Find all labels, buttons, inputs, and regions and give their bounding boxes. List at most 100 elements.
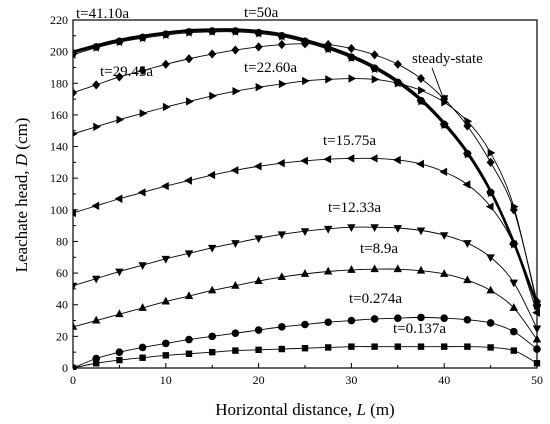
data-point xyxy=(278,323,286,331)
data-point xyxy=(416,227,426,236)
y-tick-label: 100 xyxy=(50,203,68,217)
data-point xyxy=(371,343,378,350)
data-point xyxy=(440,314,449,322)
data-point xyxy=(138,262,147,270)
data-point xyxy=(115,309,124,318)
y-tick-label: 180 xyxy=(50,76,68,90)
data-point xyxy=(93,360,100,367)
data-point xyxy=(348,343,355,350)
data-point xyxy=(393,225,402,233)
data-point xyxy=(347,43,356,54)
data-point xyxy=(255,83,264,92)
data-point xyxy=(509,279,518,288)
y-tick-label: 140 xyxy=(50,140,68,154)
data-point xyxy=(510,327,518,336)
data-point xyxy=(370,264,379,273)
data-point xyxy=(185,54,193,64)
data-point xyxy=(92,275,101,284)
data-point xyxy=(161,296,170,305)
data-point xyxy=(463,240,472,248)
data-point xyxy=(209,91,217,101)
data-point xyxy=(417,343,425,350)
data-point xyxy=(348,74,357,83)
data-point xyxy=(486,157,495,167)
data-point xyxy=(137,188,146,197)
data-point xyxy=(509,303,518,311)
data-point xyxy=(185,335,193,344)
series-t-0-137a xyxy=(73,343,541,370)
y-axis-title: Leachate head, D (cm) xyxy=(12,118,31,273)
data-point xyxy=(486,285,495,294)
data-point xyxy=(254,42,263,52)
data-point xyxy=(277,158,285,168)
data-point xyxy=(300,156,308,165)
data-point xyxy=(416,159,424,169)
data-point xyxy=(254,235,263,244)
data-point xyxy=(184,250,194,259)
data-point xyxy=(301,320,309,329)
y-tick-label: 80 xyxy=(56,234,68,248)
data-point xyxy=(115,268,124,277)
data-point xyxy=(347,265,356,273)
data-point xyxy=(161,255,170,264)
data-point xyxy=(208,332,216,341)
x-tick-label: 20 xyxy=(253,373,265,387)
y-tick-label: 200 xyxy=(50,45,68,59)
data-point xyxy=(138,303,147,311)
data-point xyxy=(393,264,402,273)
y-tick-label: 220 xyxy=(50,13,68,27)
data-point xyxy=(441,343,448,350)
data-point xyxy=(486,319,495,327)
data-point xyxy=(73,88,77,98)
data-point xyxy=(73,322,78,330)
curve-label: t=8.9a xyxy=(360,241,398,257)
data-point xyxy=(73,282,78,291)
x-tick-label: 10 xyxy=(160,373,172,387)
curve-label: t=29.45a xyxy=(100,64,153,80)
axes-layer: 0 10 20 30 40 50 0 20 40 60 80 100 120 140 160 180 200 22… xyxy=(50,13,543,387)
data-point xyxy=(370,315,379,323)
data-point xyxy=(208,285,217,294)
data-point xyxy=(324,318,333,326)
data-point xyxy=(325,75,333,84)
annotation-layer: t=41.10a t=50a t=29.45a t=22.60a steady-stat… xyxy=(76,5,483,337)
x-axis-title: Horizontal distance, L (m) xyxy=(215,400,394,419)
data-point xyxy=(510,347,517,354)
series-t-0-274a xyxy=(73,313,541,370)
y-tick-label: 0 xyxy=(62,361,68,375)
data-point xyxy=(486,254,495,263)
data-point xyxy=(114,194,123,203)
data-point xyxy=(463,121,472,131)
data-point xyxy=(347,224,356,233)
data-point xyxy=(324,266,333,275)
data-point xyxy=(417,73,425,84)
data-point xyxy=(162,102,171,112)
data-point xyxy=(161,181,169,191)
curve-label: steady-state xyxy=(412,51,483,67)
curve-label: t=15.75a xyxy=(323,133,376,149)
data-point xyxy=(393,155,401,165)
data-point xyxy=(346,154,355,163)
data-point xyxy=(485,202,494,211)
plot-layer xyxy=(73,26,541,370)
y-tick-label: 60 xyxy=(56,266,68,280)
data-point xyxy=(231,240,240,248)
data-point xyxy=(162,339,170,348)
data-point xyxy=(91,201,100,211)
series-t-15-75a xyxy=(73,154,540,317)
data-point xyxy=(73,131,78,137)
series-t-12-33a xyxy=(73,224,541,334)
data-point xyxy=(487,148,496,158)
data-point xyxy=(207,170,216,180)
data-point xyxy=(185,350,193,357)
data-point xyxy=(463,275,472,284)
data-point xyxy=(116,356,123,364)
data-point xyxy=(73,208,76,218)
y-tick-label: 20 xyxy=(56,329,68,343)
data-point xyxy=(161,59,170,69)
data-point xyxy=(184,291,194,299)
data-point xyxy=(300,269,310,277)
data-point xyxy=(139,109,148,118)
curve-label: t=0.274a xyxy=(349,291,402,307)
